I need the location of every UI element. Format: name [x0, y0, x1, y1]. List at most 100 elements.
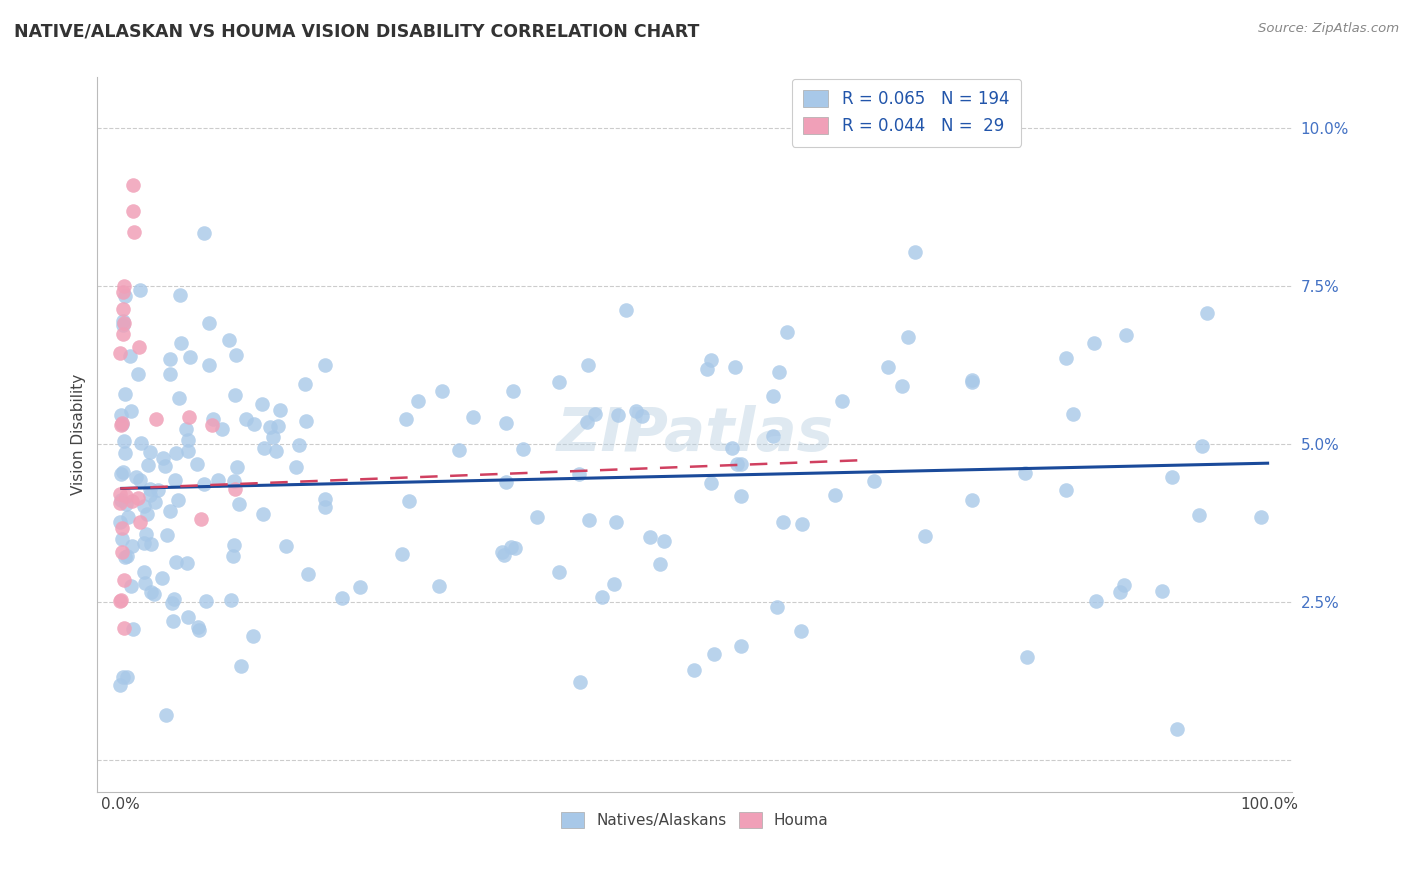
Point: [112, 621, 135, 635]
Point: [146, 483, 169, 497]
Point: [129, 283, 152, 297]
Point: [190, 511, 212, 525]
Point: [890, 379, 912, 393]
Point: [330, 591, 353, 606]
Point: [112, 302, 135, 317]
Point: [877, 360, 900, 375]
Point: [1112, 578, 1135, 592]
Point: [112, 465, 135, 479]
Point: [110, 545, 132, 559]
Point: [768, 366, 790, 380]
Point: [163, 591, 186, 606]
Text: ZIPatlas: ZIPatlas: [557, 405, 834, 464]
Point: [193, 226, 215, 240]
Point: [125, 469, 148, 483]
Point: [652, 533, 675, 548]
Point: [114, 387, 136, 401]
Point: [224, 388, 246, 402]
Point: [121, 539, 143, 553]
Point: [1250, 509, 1272, 524]
Point: [295, 414, 318, 428]
Point: [202, 411, 225, 425]
Point: [776, 325, 799, 339]
Point: [824, 488, 846, 502]
Point: [219, 592, 242, 607]
Point: [194, 594, 217, 608]
Point: [141, 537, 163, 551]
Point: [110, 416, 132, 430]
Point: [427, 579, 450, 593]
Point: [568, 675, 591, 690]
Point: [512, 442, 534, 456]
Point: [914, 529, 936, 543]
Point: [167, 391, 190, 405]
Point: [242, 629, 264, 643]
Point: [129, 473, 152, 487]
Point: [395, 412, 418, 426]
Point: [495, 417, 517, 431]
Point: [110, 493, 132, 508]
Point: [492, 549, 515, 563]
Point: [111, 532, 134, 546]
Point: [128, 340, 150, 354]
Point: [155, 708, 177, 723]
Point: [1085, 594, 1108, 608]
Point: [159, 367, 181, 381]
Point: [960, 375, 983, 389]
Point: [602, 576, 624, 591]
Point: [115, 670, 138, 684]
Point: [314, 492, 336, 507]
Point: [724, 359, 747, 374]
Point: [1191, 438, 1213, 452]
Point: [167, 493, 190, 508]
Point: [155, 458, 177, 473]
Point: [269, 402, 291, 417]
Point: [111, 521, 134, 535]
Point: [762, 429, 785, 443]
Point: [112, 279, 135, 293]
Point: [110, 346, 132, 360]
Point: [127, 367, 149, 381]
Point: [766, 600, 789, 615]
Point: [730, 489, 752, 503]
Point: [110, 487, 132, 501]
Point: [139, 584, 162, 599]
Point: [228, 497, 250, 511]
Point: [120, 579, 142, 593]
Point: [134, 565, 156, 579]
Point: [112, 316, 135, 330]
Point: [904, 244, 927, 259]
Point: [112, 285, 135, 299]
Point: [114, 288, 136, 302]
Point: [960, 372, 983, 386]
Point: [831, 394, 853, 409]
Point: [314, 500, 336, 514]
Point: [170, 336, 193, 351]
Point: [132, 499, 155, 513]
Point: [1054, 351, 1077, 366]
Point: [1062, 407, 1084, 421]
Point: [121, 493, 143, 508]
Point: [547, 566, 569, 580]
Point: [1161, 469, 1184, 483]
Point: [897, 330, 920, 344]
Point: [187, 620, 209, 634]
Point: [638, 530, 661, 544]
Point: [499, 540, 522, 554]
Point: [139, 488, 162, 502]
Point: [127, 491, 149, 506]
Point: [568, 467, 591, 482]
Point: [1014, 467, 1036, 481]
Point: [243, 417, 266, 431]
Point: [152, 450, 174, 465]
Point: [169, 288, 191, 302]
Point: [576, 358, 599, 372]
Point: [285, 460, 308, 475]
Point: [447, 442, 470, 457]
Point: [145, 412, 167, 426]
Point: [111, 417, 134, 432]
Point: [288, 438, 311, 452]
Point: [224, 482, 246, 496]
Point: [648, 558, 671, 572]
Point: [111, 670, 134, 684]
